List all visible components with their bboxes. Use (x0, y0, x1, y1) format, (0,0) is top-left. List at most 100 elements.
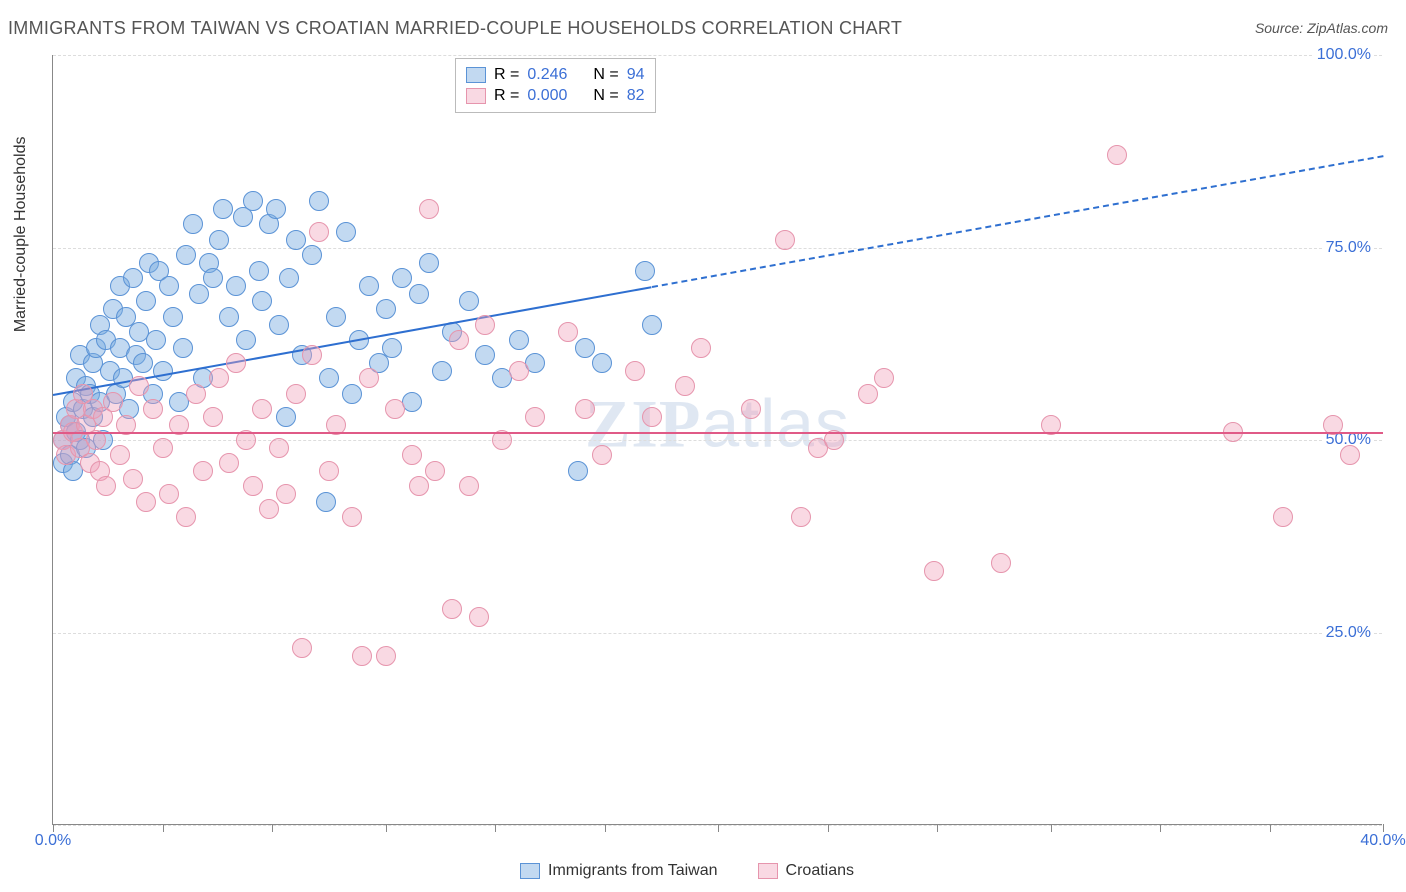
n-label-0: N = (593, 66, 618, 84)
data-point-series-1 (159, 484, 179, 504)
r-label-1: R = (494, 87, 519, 105)
data-point-series-1 (203, 407, 223, 427)
data-point-series-1 (385, 399, 405, 419)
data-point-series-1 (449, 330, 469, 350)
data-point-series-1 (302, 345, 322, 365)
x-tick (937, 824, 938, 832)
y-tick-label: 25.0% (1323, 623, 1374, 643)
x-tick (605, 824, 606, 832)
x-tick (1160, 824, 1161, 832)
data-point-series-1 (176, 507, 196, 527)
data-point-series-0 (176, 245, 196, 265)
data-point-series-1 (252, 399, 272, 419)
data-point-series-1 (136, 492, 156, 512)
n-label-1: N = (593, 87, 618, 105)
data-point-series-1 (226, 353, 246, 373)
y-axis-title: Married-couple Households (12, 137, 30, 333)
legend-swatch-0 (520, 863, 540, 879)
legend-label-0: Immigrants from Taiwan (548, 862, 718, 880)
data-point-series-0 (133, 353, 153, 373)
data-point-series-0 (219, 307, 239, 327)
data-point-series-1 (376, 646, 396, 666)
data-point-series-1 (193, 461, 213, 481)
data-point-series-1 (409, 476, 429, 496)
data-point-series-1 (186, 384, 206, 404)
data-point-series-0 (136, 291, 156, 311)
data-point-series-1 (402, 445, 422, 465)
watermark-atlas: atlas (701, 386, 850, 462)
data-point-series-1 (625, 361, 645, 381)
data-point-series-0 (342, 384, 362, 404)
data-point-series-1 (991, 553, 1011, 573)
data-point-series-1 (874, 368, 894, 388)
legend-series: Immigrants from Taiwan Croatians (520, 862, 854, 880)
data-point-series-0 (243, 191, 263, 211)
data-point-series-1 (286, 384, 306, 404)
data-point-series-0 (236, 330, 256, 350)
data-point-series-1 (359, 368, 379, 388)
legend-row-series-1: R = 0.000 N = 82 (466, 87, 645, 105)
x-tick (1270, 824, 1271, 832)
data-point-series-1 (276, 484, 296, 504)
data-point-series-0 (203, 268, 223, 288)
n-value-1: 82 (627, 87, 645, 105)
data-point-series-1 (442, 599, 462, 619)
x-tick (828, 824, 829, 832)
data-point-series-0 (183, 214, 203, 234)
data-point-series-1 (243, 476, 263, 496)
data-point-series-0 (213, 199, 233, 219)
data-point-series-1 (123, 469, 143, 489)
data-point-series-0 (376, 299, 396, 319)
data-point-series-1 (592, 445, 612, 465)
data-point-series-0 (459, 291, 479, 311)
data-point-series-1 (575, 399, 595, 419)
data-point-series-1 (741, 399, 761, 419)
gridline-h (53, 248, 1382, 249)
data-point-series-0 (153, 361, 173, 381)
data-point-series-0 (269, 315, 289, 335)
data-point-series-1 (269, 438, 289, 458)
r-value-1: 0.000 (527, 87, 567, 105)
data-point-series-1 (153, 438, 173, 458)
x-tick (163, 824, 164, 832)
data-point-series-1 (209, 368, 229, 388)
data-point-series-0 (359, 276, 379, 296)
data-point-series-1 (558, 322, 578, 342)
legend-label-1: Croatians (786, 862, 854, 880)
x-tick (53, 824, 54, 832)
data-point-series-1 (1340, 445, 1360, 465)
source-value: ZipAtlas.com (1307, 20, 1388, 36)
data-point-series-0 (635, 261, 655, 281)
x-tick (495, 824, 496, 832)
data-point-series-0 (382, 338, 402, 358)
data-point-series-0 (163, 307, 183, 327)
x-tick-label: 40.0% (1360, 832, 1405, 850)
data-point-series-0 (279, 268, 299, 288)
data-point-series-0 (509, 330, 529, 350)
data-point-series-0 (568, 461, 588, 481)
x-tick-label: 0.0% (35, 832, 71, 850)
data-point-series-1 (352, 646, 372, 666)
data-point-series-1 (675, 376, 695, 396)
trend-line-series-0 (651, 155, 1383, 288)
data-point-series-1 (259, 499, 279, 519)
data-point-series-1 (924, 561, 944, 581)
data-point-series-1 (858, 384, 878, 404)
data-point-series-0 (316, 492, 336, 512)
legend-swatch-1 (758, 863, 778, 879)
data-point-series-0 (123, 268, 143, 288)
data-point-series-1 (475, 315, 495, 335)
data-point-series-1 (219, 453, 239, 473)
x-tick (386, 824, 387, 832)
data-point-series-0 (309, 191, 329, 211)
data-point-series-0 (252, 291, 272, 311)
data-point-series-1 (642, 407, 662, 427)
r-label-0: R = (494, 66, 519, 84)
data-point-series-1 (110, 445, 130, 465)
n-value-0: 94 (627, 66, 645, 84)
swatch-series-1 (466, 88, 486, 104)
data-point-series-1 (525, 407, 545, 427)
data-point-series-1 (129, 376, 149, 396)
data-point-series-1 (143, 399, 163, 419)
data-point-series-0 (575, 338, 595, 358)
